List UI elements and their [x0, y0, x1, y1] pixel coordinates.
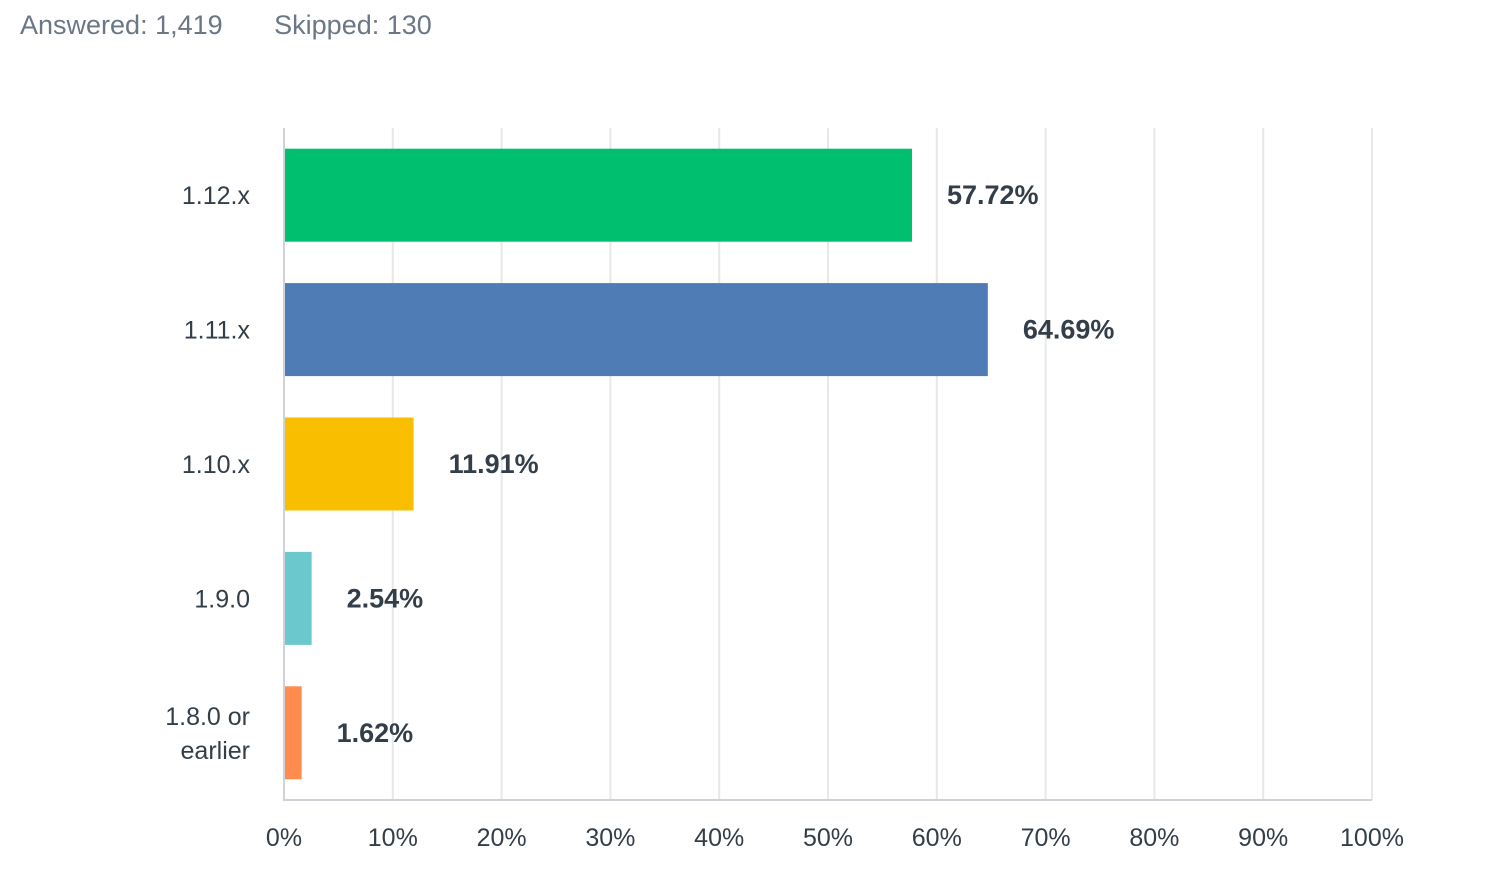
- bar: [284, 551, 312, 645]
- answered-count: Answered: 1,419: [20, 10, 223, 40]
- axes: [283, 128, 1372, 801]
- data-label: 11.91%: [449, 449, 539, 479]
- x-tick-label: 30%: [585, 824, 635, 852]
- bars: [284, 148, 988, 780]
- data-label: 57.72%: [947, 180, 1039, 210]
- x-tick-label: 10%: [368, 824, 418, 852]
- bar: [284, 417, 414, 511]
- bar: [284, 686, 302, 780]
- x-tick-label: 20%: [477, 824, 527, 852]
- labels: 0% 10% 20% 30% 40% 50% 60% 70% 80% 90% 100% 57.72% 1…: [165, 180, 1404, 852]
- category-label: 1.8.0 or earlier: [165, 703, 250, 765]
- category-label: 1.11.x: [184, 317, 251, 345]
- data-label: 1.62%: [337, 718, 414, 748]
- x-tick-label: 60%: [912, 824, 962, 852]
- x-tick-label: 0%: [266, 824, 302, 852]
- x-tick-label: 80%: [1129, 824, 1179, 852]
- bar: [284, 148, 912, 242]
- skipped-count: Skipped: 130: [274, 10, 432, 40]
- category-label: 1.9.0: [194, 585, 250, 613]
- x-tick-label: 40%: [694, 824, 744, 852]
- x-tick-label: 90%: [1238, 824, 1288, 852]
- category-label: 1.12.x: [182, 182, 251, 210]
- x-tick-label: 100%: [1340, 824, 1404, 852]
- x-tick-label: 50%: [803, 824, 853, 852]
- bar: [284, 283, 988, 377]
- x-tick-label: 70%: [1021, 824, 1071, 852]
- category-label: 1.10.x: [182, 451, 251, 479]
- data-label: 64.69%: [1023, 315, 1115, 345]
- data-label: 2.54%: [347, 583, 424, 613]
- response-summary: Answered: 1,419 Skipped: 130: [20, 10, 432, 41]
